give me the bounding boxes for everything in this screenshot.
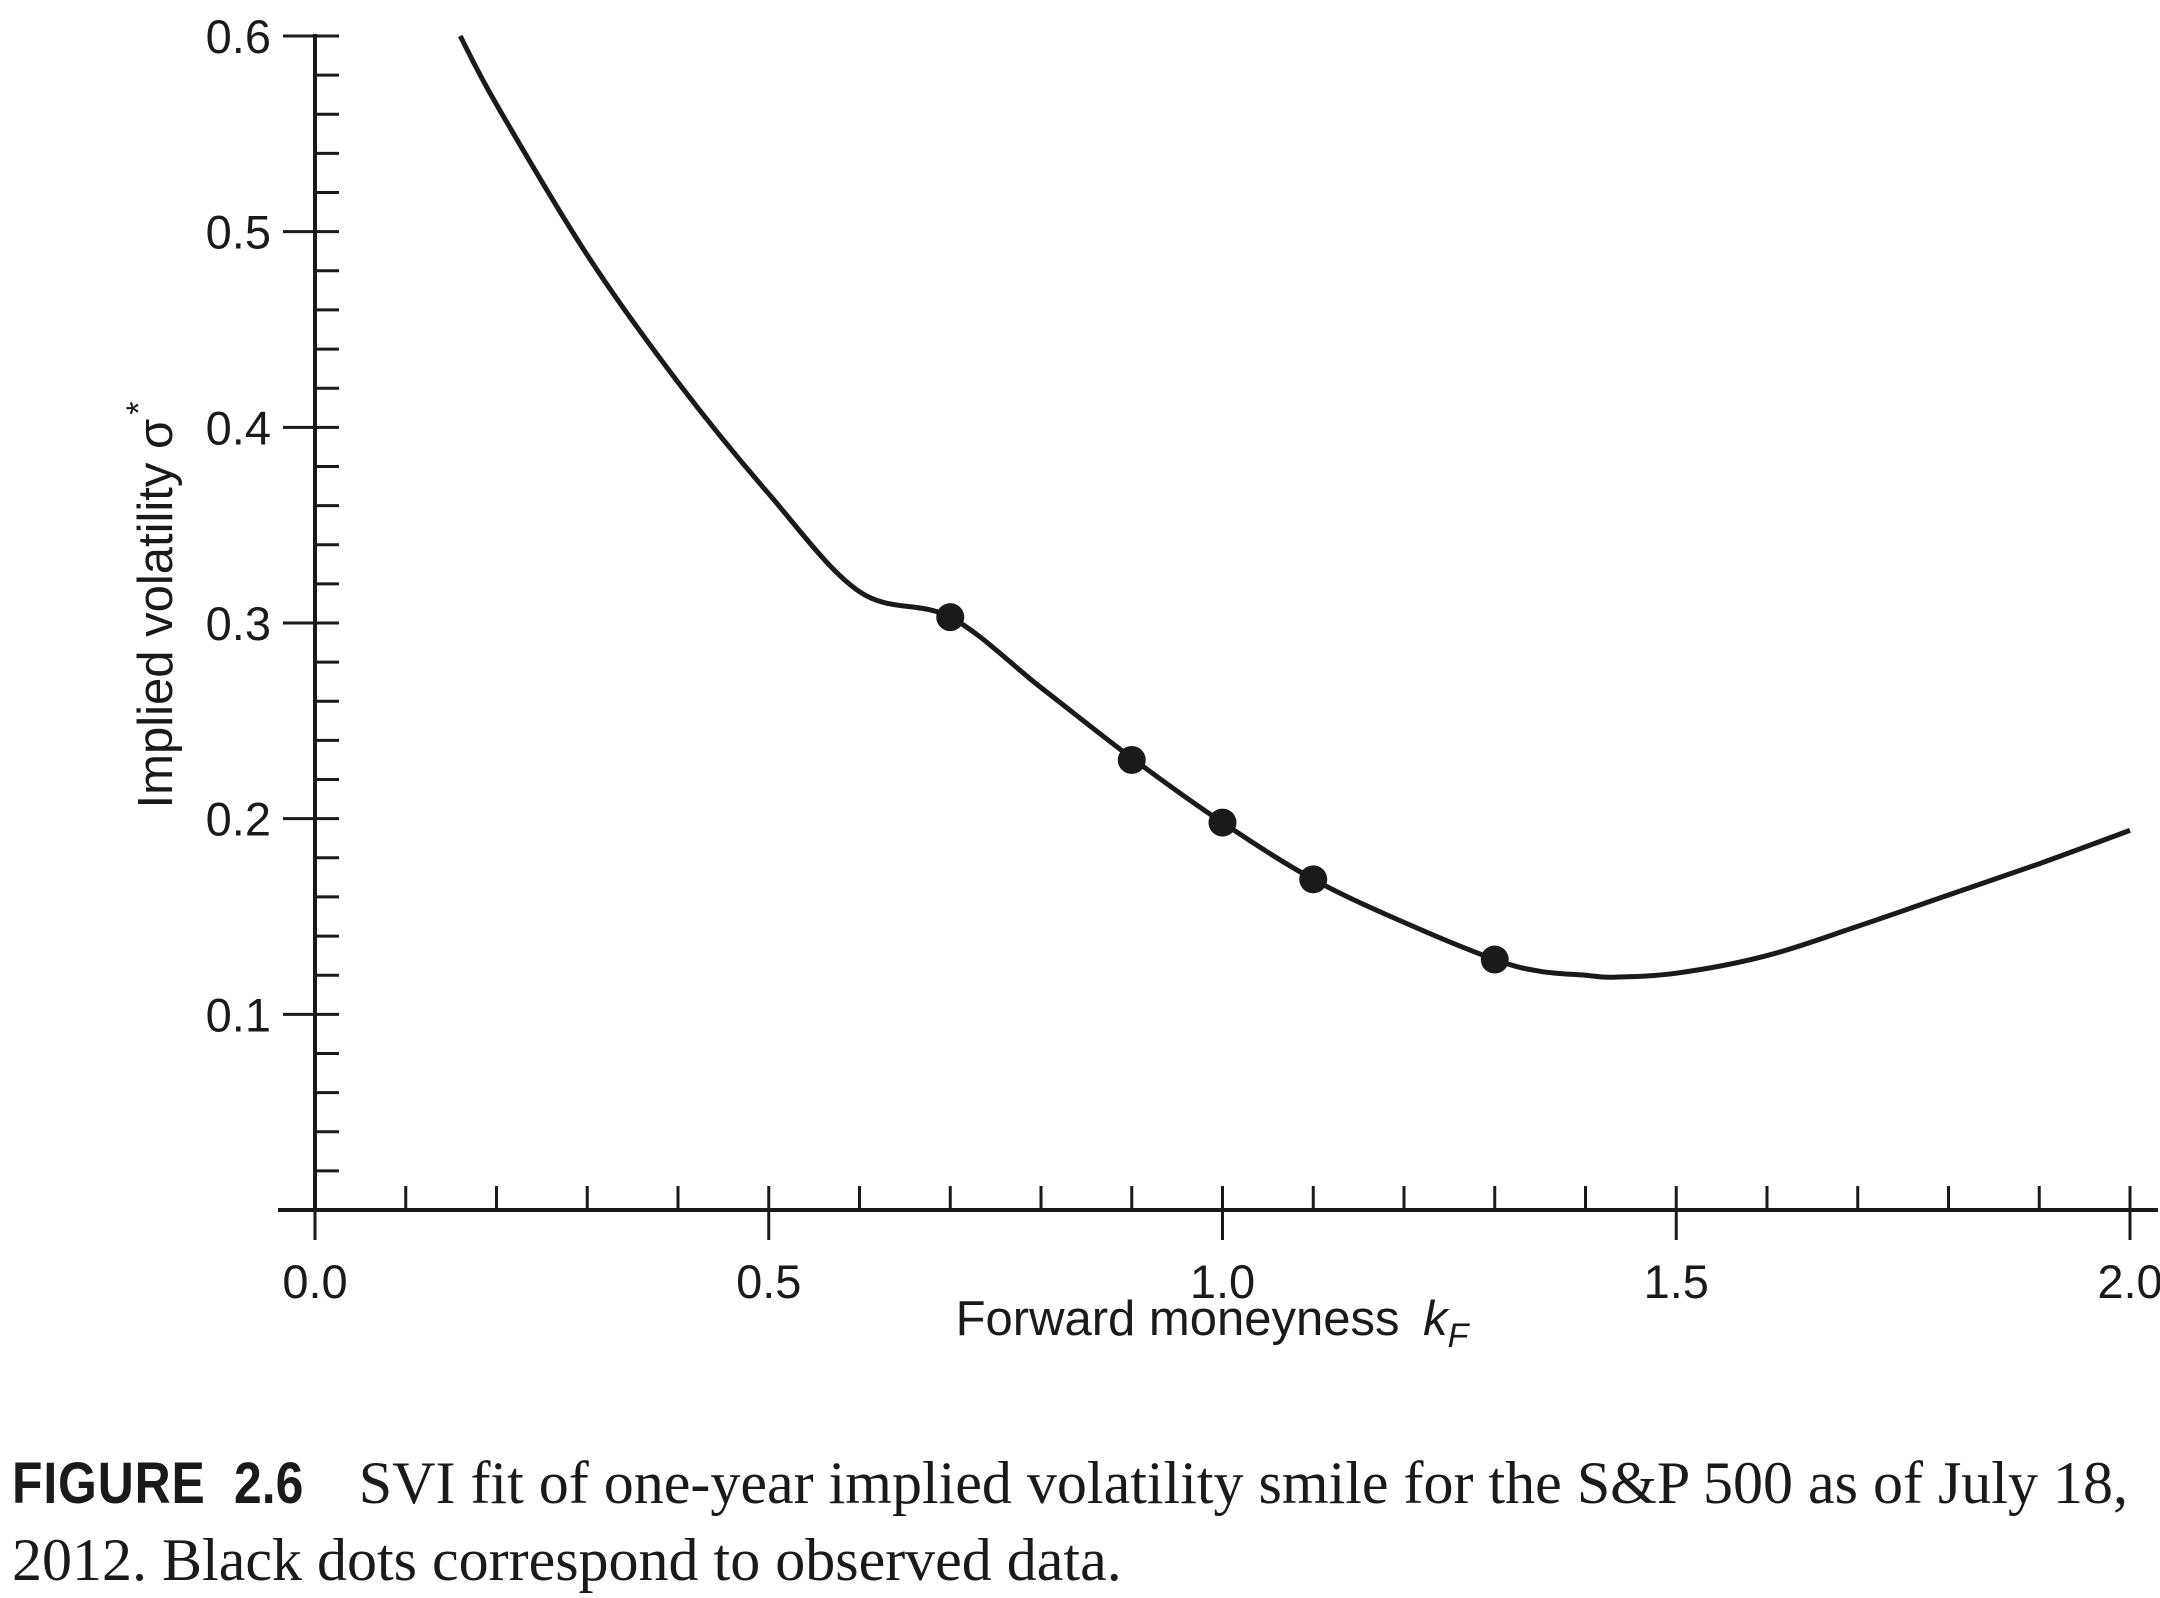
observed-data-point [1208, 808, 1237, 837]
x-tick-label: 2.0 [2097, 1255, 2160, 1308]
x-tick-label: 0.0 [282, 1255, 347, 1308]
y-tick-label: 0.1 [206, 988, 271, 1041]
y-tick-label: 0.2 [206, 793, 271, 846]
ticks [283, 34, 2132, 1240]
y-tick-label: 0.6 [206, 10, 271, 63]
observed-data-point [1480, 945, 1509, 974]
figure-caption: FIGURE 2.6 SVI fit of one-year implied vo… [12, 1445, 2152, 1598]
x-tick-label: 0.5 [736, 1255, 801, 1308]
observed-data-point [1117, 745, 1146, 774]
volatility-smile-chart: 0.0 0.5 1.0 1.5 2.0 0.1 0.2 0.3 0.4 0.5 0.6 Forwar… [120, 10, 2160, 1355]
figure-label: FIGURE [12, 1451, 206, 1516]
y-tick-label: 0.4 [206, 401, 271, 454]
x-tick-label: 1.0 [1190, 1255, 1255, 1308]
y-tick-label: 0.3 [206, 597, 271, 650]
figure-number: 2.6 [234, 1451, 304, 1516]
svi-fit-curve [457, 34, 2131, 980]
tick-labels: 0.0 0.5 1.0 1.5 2.0 0.1 0.2 0.3 0.4 0.5 0.6 [206, 10, 2160, 1308]
y-axis-label: Implied volatility σ* [120, 402, 183, 809]
observed-data-point [1299, 865, 1328, 894]
caption-text: SVI fit of one-year implied volatility s… [12, 1450, 2128, 1593]
x-tick-label: 1.5 [1644, 1255, 1709, 1308]
observed-data-point [936, 603, 965, 632]
y-tick-label: 0.5 [206, 206, 271, 259]
x-axis-label: Forward moneyness kF [956, 1292, 1471, 1355]
observed-points [936, 603, 1509, 974]
